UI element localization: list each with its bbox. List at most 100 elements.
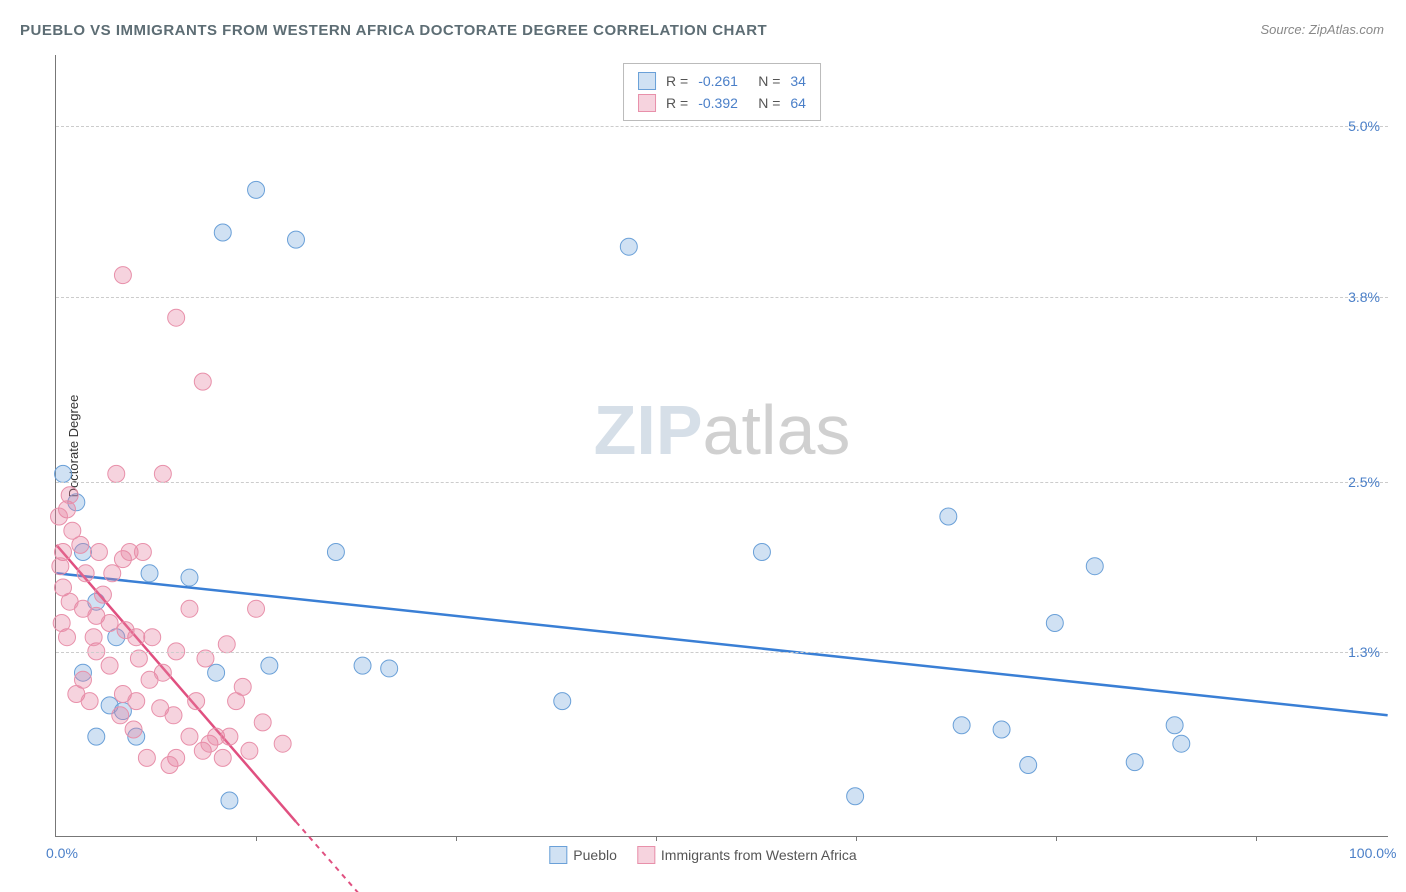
legend-series: Pueblo Immigrants from Western Africa (549, 846, 856, 864)
data-point (214, 224, 231, 241)
legend-series-item: Immigrants from Western Africa (637, 846, 857, 864)
data-point (94, 586, 111, 603)
legend-swatch-icon (638, 94, 656, 112)
data-point (940, 508, 957, 525)
legend-stats-box: R = -0.261 N = 34 R = -0.392 N = 64 (623, 63, 821, 121)
source-attribution: Source: ZipAtlas.com (1260, 22, 1384, 37)
plot-area: ZIPatlas R = -0.261 N = 34 R = -0.392 N … (55, 55, 1388, 837)
stat-r-value: -0.261 (698, 73, 748, 89)
data-point (181, 569, 198, 586)
data-point (114, 267, 131, 284)
data-point (221, 792, 238, 809)
data-point (1166, 717, 1183, 734)
legend-swatch-icon (549, 846, 567, 864)
data-point (1086, 558, 1103, 575)
data-point (228, 693, 245, 710)
chart-container: PUEBLO VS IMMIGRANTS FROM WESTERN AFRICA… (0, 0, 1406, 892)
x-tick-label: 0.0% (46, 845, 78, 861)
data-point (81, 693, 98, 710)
data-point (181, 728, 198, 745)
trend-line-extrapolated (296, 822, 389, 892)
data-point (165, 707, 182, 724)
data-point (77, 565, 94, 582)
x-tick-label: 100.0% (1349, 845, 1396, 861)
data-point (108, 465, 125, 482)
data-point (55, 465, 72, 482)
trend-line (56, 573, 1387, 715)
data-point (241, 742, 258, 759)
data-point (117, 622, 134, 639)
data-point (254, 714, 271, 731)
y-tick-label: 5.0% (1348, 118, 1380, 134)
chart-title: PUEBLO VS IMMIGRANTS FROM WESTERN AFRICA… (20, 22, 767, 39)
y-tick-label: 1.3% (1348, 644, 1380, 660)
data-point (51, 508, 68, 525)
data-point (214, 749, 231, 766)
source-prefix: Source: (1260, 22, 1308, 37)
data-point (61, 487, 78, 504)
data-point (188, 693, 205, 710)
x-tick (1256, 836, 1257, 841)
data-point (161, 757, 178, 774)
data-point (85, 629, 102, 646)
legend-swatch-icon (638, 72, 656, 90)
legend-swatch-icon (637, 846, 655, 864)
data-point (168, 309, 185, 326)
data-point (554, 693, 571, 710)
y-tick-label: 3.8% (1348, 289, 1380, 305)
data-point (52, 558, 69, 575)
data-point (53, 615, 70, 632)
data-point (138, 749, 155, 766)
data-point (101, 657, 118, 674)
stat-n-value: 64 (790, 95, 806, 111)
data-point (61, 593, 78, 610)
source-name: ZipAtlas.com (1309, 22, 1384, 37)
data-point (327, 544, 344, 561)
legend-series-item: Pueblo (549, 846, 617, 864)
data-point (261, 657, 278, 674)
data-point (753, 544, 770, 561)
data-point (144, 629, 161, 646)
data-point (1173, 735, 1190, 752)
legend-series-label: Pueblo (573, 847, 617, 863)
grid-line (56, 126, 1388, 127)
data-point (1126, 754, 1143, 771)
y-tick-label: 2.5% (1348, 474, 1380, 490)
data-point (112, 707, 129, 724)
data-point (847, 788, 864, 805)
data-point (125, 721, 142, 738)
data-point (101, 615, 118, 632)
x-tick (1056, 836, 1057, 841)
data-point (134, 544, 151, 561)
x-tick (456, 836, 457, 841)
legend-series-label: Immigrants from Western Africa (661, 847, 857, 863)
data-point (104, 565, 121, 582)
data-point (154, 465, 171, 482)
data-point (221, 728, 238, 745)
stat-n-label: N = (758, 73, 780, 89)
data-point (88, 728, 105, 745)
data-point (620, 238, 637, 255)
data-point (287, 231, 304, 248)
data-point (72, 536, 89, 553)
data-point (248, 181, 265, 198)
x-tick (856, 836, 857, 841)
stat-n-value: 34 (790, 73, 806, 89)
grid-line (56, 482, 1388, 483)
data-point (248, 600, 265, 617)
data-point (354, 657, 371, 674)
plot-svg (56, 55, 1388, 836)
data-point (194, 373, 211, 390)
data-point (181, 600, 198, 617)
x-tick (256, 836, 257, 841)
data-point (154, 664, 171, 681)
data-point (993, 721, 1010, 738)
data-point (218, 636, 235, 653)
data-point (1046, 615, 1063, 632)
data-point (381, 660, 398, 677)
stat-r-label: R = (666, 73, 688, 89)
stat-n-label: N = (758, 95, 780, 111)
stat-r-value: -0.392 (698, 95, 748, 111)
legend-stat-row: R = -0.261 N = 34 (638, 70, 806, 92)
x-tick (656, 836, 657, 841)
